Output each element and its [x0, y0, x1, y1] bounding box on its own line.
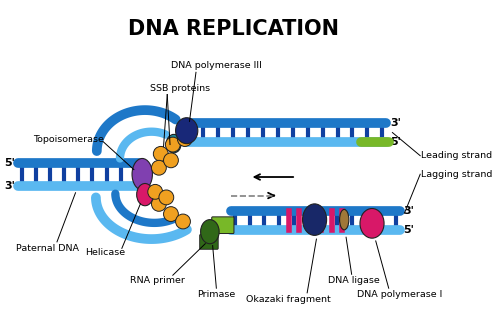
Text: 5': 5': [404, 225, 414, 235]
Text: DNA REPLICATION: DNA REPLICATION: [128, 19, 338, 39]
Text: SSB proteins: SSB proteins: [150, 84, 210, 92]
Text: 3': 3': [4, 181, 16, 191]
Circle shape: [159, 190, 174, 205]
Text: RNA primer: RNA primer: [130, 276, 184, 285]
Text: 3': 3': [404, 206, 414, 216]
Ellipse shape: [132, 159, 152, 190]
FancyBboxPatch shape: [212, 217, 234, 234]
Text: Lagging strand: Lagging strand: [421, 170, 492, 179]
Ellipse shape: [302, 204, 326, 235]
Text: DNA polymerase I: DNA polymerase I: [357, 290, 442, 299]
Text: DNA ligase: DNA ligase: [328, 276, 380, 285]
Ellipse shape: [360, 209, 384, 238]
Text: Paternal DNA: Paternal DNA: [16, 244, 79, 253]
Text: 3': 3': [390, 118, 402, 128]
Ellipse shape: [136, 184, 154, 206]
Text: DNA polymerase III: DNA polymerase III: [171, 61, 262, 70]
Circle shape: [164, 153, 178, 168]
Text: Topoisomerase: Topoisomerase: [32, 136, 104, 144]
Circle shape: [152, 196, 166, 211]
Circle shape: [166, 137, 180, 152]
Ellipse shape: [166, 134, 181, 153]
Text: Helicase: Helicase: [85, 248, 125, 258]
Ellipse shape: [176, 118, 198, 144]
Circle shape: [176, 214, 190, 229]
Text: 5': 5': [4, 158, 16, 168]
Text: Primase: Primase: [197, 290, 235, 299]
Text: Leading strand: Leading strand: [421, 151, 492, 160]
Text: Okazaki fragment: Okazaki fragment: [246, 295, 331, 304]
Circle shape: [152, 160, 166, 175]
Ellipse shape: [200, 220, 219, 244]
Text: 5': 5': [390, 137, 402, 147]
Circle shape: [154, 146, 168, 161]
Circle shape: [148, 185, 162, 199]
Circle shape: [164, 207, 178, 221]
Ellipse shape: [340, 210, 349, 230]
Circle shape: [178, 132, 192, 146]
FancyBboxPatch shape: [200, 235, 218, 249]
